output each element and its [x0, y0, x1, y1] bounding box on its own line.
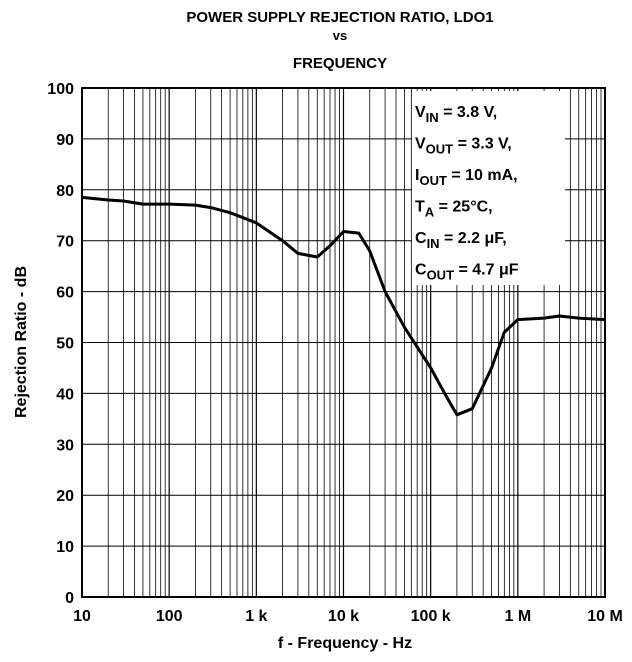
chart-title: POWER SUPPLY REJECTION RATIO, LDO1 — [186, 9, 493, 26]
annotation: CIN = 2.2 μF, — [415, 230, 507, 251]
annotation-text: = 3.3 V, — [453, 136, 512, 153]
x-tick-label: 100 k — [411, 608, 451, 625]
annotation: VIN = 3.8 V, — [415, 104, 497, 125]
x-tick-label: 10 k — [328, 608, 359, 625]
annotation-symbol: T — [415, 199, 425, 216]
y-tick-label: 40 — [56, 386, 74, 403]
y-tick-label: 100 — [47, 81, 74, 98]
annotation-subscript: IN — [427, 236, 440, 251]
x-tick-label: 10 M — [587, 608, 623, 625]
annotation-text: = 25°C, — [434, 199, 492, 216]
y-tick-label: 30 — [56, 437, 74, 454]
y-tick-label: 20 — [56, 488, 74, 505]
x-axis-label: f - Frequency - Hz — [278, 635, 412, 652]
annotation-text: = 3.8 V, — [439, 104, 498, 121]
annotation-text: = 2.2 μF, — [440, 230, 507, 247]
y-axis-label: Rejection Ratio - dB — [13, 266, 30, 418]
y-tick-label: 60 — [56, 285, 74, 302]
x-tick-label: 10 — [73, 608, 91, 625]
chart-title: vs — [333, 28, 347, 43]
annotation-symbol: C — [415, 230, 427, 247]
annotation: VOUT = 3.3 V, — [415, 136, 512, 157]
annotation-symbol: I — [415, 167, 419, 184]
y-tick-label: 70 — [56, 234, 74, 251]
y-tick-label: 90 — [56, 132, 74, 149]
annotation-box — [412, 91, 565, 285]
plot-frame — [81, 87, 606, 598]
x-tick-label: 100 — [156, 608, 183, 625]
x-tick-label: 1 M — [504, 608, 531, 625]
annotation: COUT = 4.7 μF — [415, 262, 519, 283]
annotation-subscript: A — [425, 205, 435, 220]
annotation-symbol: V — [415, 136, 426, 153]
annotation-subscript: OUT — [419, 173, 447, 188]
annotation: IOUT = 10 mA, — [415, 167, 518, 188]
y-tick-label: 0 — [65, 590, 74, 607]
annotation-symbol: C — [415, 262, 427, 279]
y-tick-label: 50 — [56, 336, 74, 353]
data-line — [81, 195, 606, 417]
annotation-subscript: OUT — [427, 268, 455, 283]
annotation-text: = 4.7 μF — [454, 262, 519, 279]
annotation-text: = 10 mA, — [447, 167, 518, 184]
annotation: TA = 25°C, — [415, 199, 493, 220]
annotation-subscript: IN — [426, 110, 439, 125]
annotation-subscript: OUT — [426, 142, 454, 157]
x-tick-label: 1 k — [245, 608, 267, 625]
y-tick-label: 80 — [56, 183, 74, 200]
chart-title: FREQUENCY — [293, 55, 387, 72]
annotation-symbol: V — [415, 104, 426, 121]
y-tick-label: 10 — [56, 539, 74, 556]
